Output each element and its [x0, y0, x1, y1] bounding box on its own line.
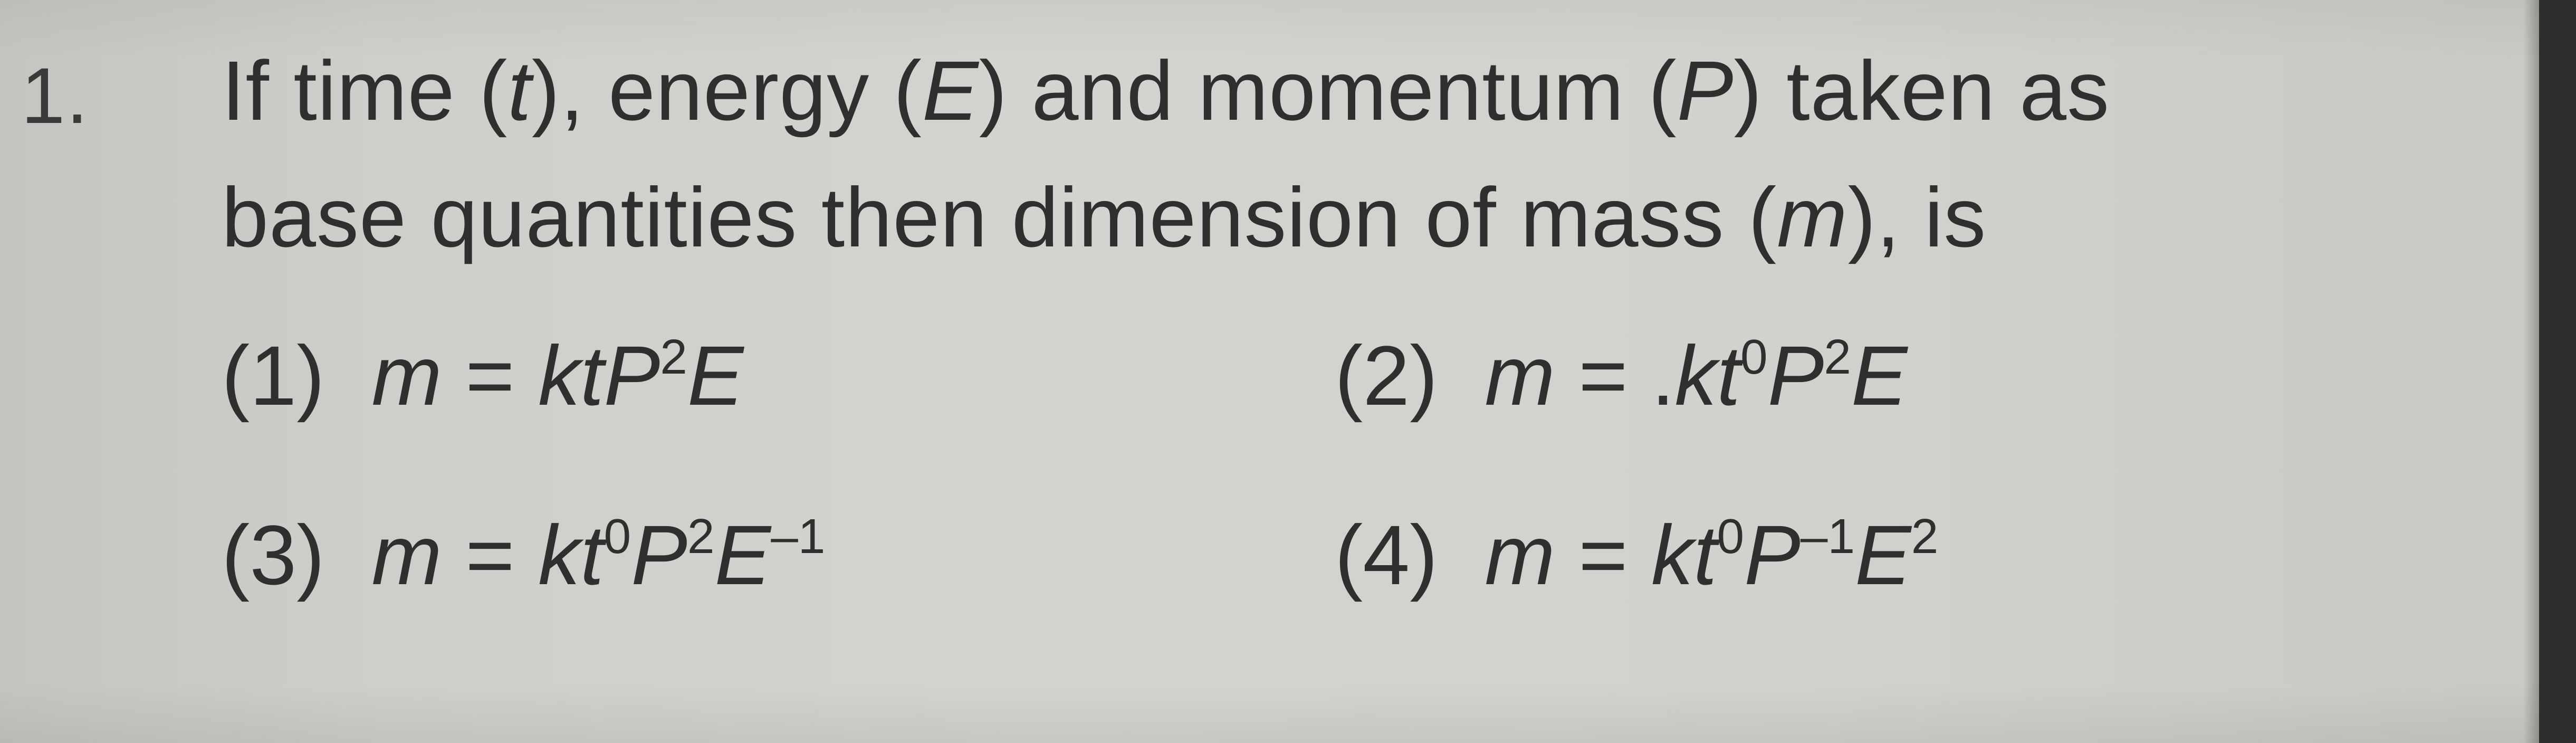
var-E: E [714, 508, 771, 602]
text: ) taken as [1734, 43, 2110, 138]
eq: = [442, 508, 538, 602]
option-3: (3) m = kt0P2E–1 [222, 507, 825, 604]
exp-t: 0 [604, 509, 631, 564]
var-P: P [604, 328, 660, 423]
var-k: k [538, 328, 580, 423]
var-E: E [922, 43, 979, 138]
option-label: (2) [1335, 328, 1438, 423]
page-right-edge [2539, 0, 2576, 743]
eq: = [1555, 508, 1651, 602]
exp-P: 2 [660, 329, 687, 384]
var-k: k [538, 508, 580, 602]
eq: = [442, 328, 538, 423]
option-label: (3) [222, 508, 325, 602]
var-m: m [371, 508, 442, 602]
eq: = [1555, 328, 1651, 423]
var-P: P [1768, 328, 1824, 423]
option-label: (4) [1335, 508, 1438, 602]
var-m: m [1485, 328, 1555, 423]
var-E: E [1851, 328, 1908, 423]
text: base quantities then dimension of mass ( [222, 170, 1777, 264]
var-t: t [580, 508, 604, 602]
option-1: (1) m = ktP2E [222, 327, 744, 424]
exp-t: 0 [1717, 509, 1745, 564]
var-t: t [580, 328, 604, 423]
question-line-1: If time (t), energy (E) and momentum (P)… [222, 42, 2110, 139]
var-m: m [371, 328, 442, 423]
option-2: (2) m = .kt0P2E [1335, 327, 1908, 424]
var-E: E [687, 328, 744, 423]
exp-t: 0 [1740, 329, 1768, 384]
exp-P: –1 [1801, 509, 1855, 564]
question-line-2: base quantities then dimension of mass (… [222, 169, 1986, 266]
text: ) and momentum ( [979, 43, 1677, 138]
question-number: 1. [21, 50, 89, 141]
dot: . [1651, 328, 1674, 423]
text: ), energy ( [532, 43, 922, 138]
var-E: E [1855, 508, 1911, 602]
page: 1. If time (t), energy (E) and momentum … [0, 0, 2576, 743]
option-label: (1) [222, 328, 325, 423]
var-m: m [1777, 170, 1847, 264]
var-P: P [1744, 508, 1801, 602]
text: ), is [1848, 170, 1987, 264]
var-P: P [631, 508, 687, 602]
var-m: m [1485, 508, 1555, 602]
exp-E: –1 [771, 509, 825, 564]
option-4: (4) m = kt0P–1E2 [1335, 507, 1938, 604]
exp-P: 2 [1824, 329, 1851, 384]
var-P: P [1677, 43, 1734, 138]
var-t: t [1717, 328, 1740, 423]
var-k: k [1675, 328, 1717, 423]
var-k: k [1651, 508, 1693, 602]
exp-E: 2 [1911, 509, 1939, 564]
text: If time ( [222, 43, 507, 138]
var-t: t [507, 43, 531, 138]
exp-P: 2 [687, 509, 715, 564]
var-t: t [1693, 508, 1717, 602]
